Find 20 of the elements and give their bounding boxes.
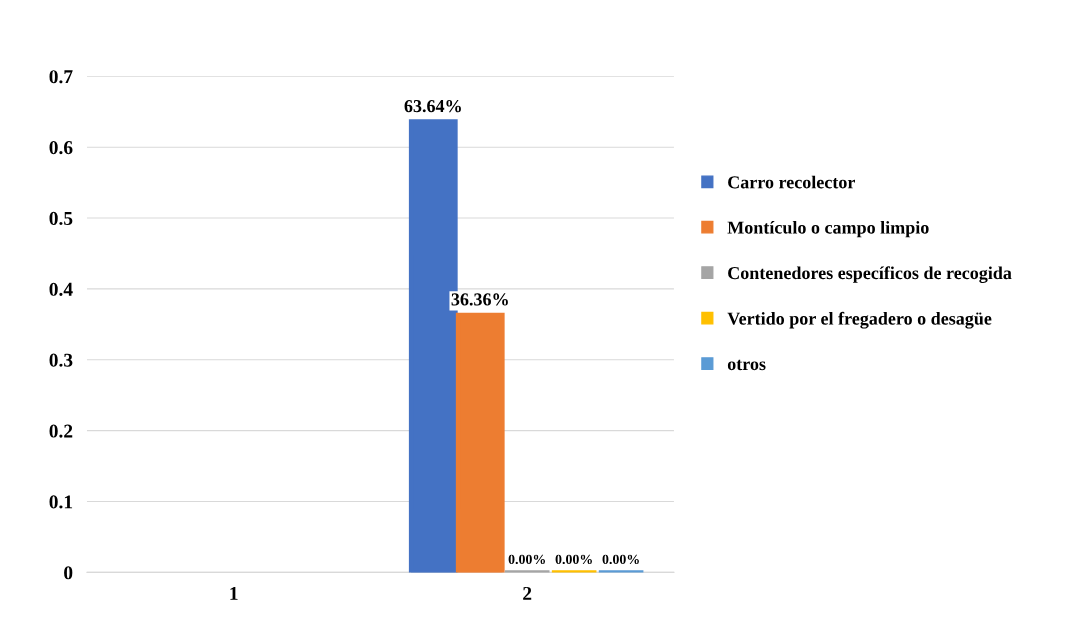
y-tick-label: 0.7 <box>49 70 73 84</box>
y-tick-label: 0.1 <box>49 495 73 509</box>
y-tick-label: 0.6 <box>49 141 73 155</box>
y-tick-label: 0.4 <box>49 282 73 296</box>
y-tick-label: 0 <box>64 566 73 580</box>
legend-label: otros <box>727 359 766 371</box>
data-label: 0.00% <box>555 554 592 565</box>
y-tick-label: 0.5 <box>49 211 73 226</box>
legend-label: Carro recolector <box>728 175 855 189</box>
data-label: 0.00% <box>602 554 639 565</box>
y-tick-label: 0.2 <box>49 424 73 438</box>
data-label: 0.00% <box>508 554 545 565</box>
legend-label: Vertido por el fregadero o desagüe <box>727 311 992 329</box>
x-tick-label: 2 <box>523 586 532 600</box>
y-tick-label: 0.3 <box>49 353 73 367</box>
data-label: 36.36% <box>451 293 508 306</box>
legend-label: Montículo o campo limpio <box>727 220 929 238</box>
data-label: 63.64% <box>404 99 461 113</box>
legend-label: Contenedores específicos de recogida <box>728 266 1012 283</box>
x-tick-label: 1 <box>230 586 238 600</box>
